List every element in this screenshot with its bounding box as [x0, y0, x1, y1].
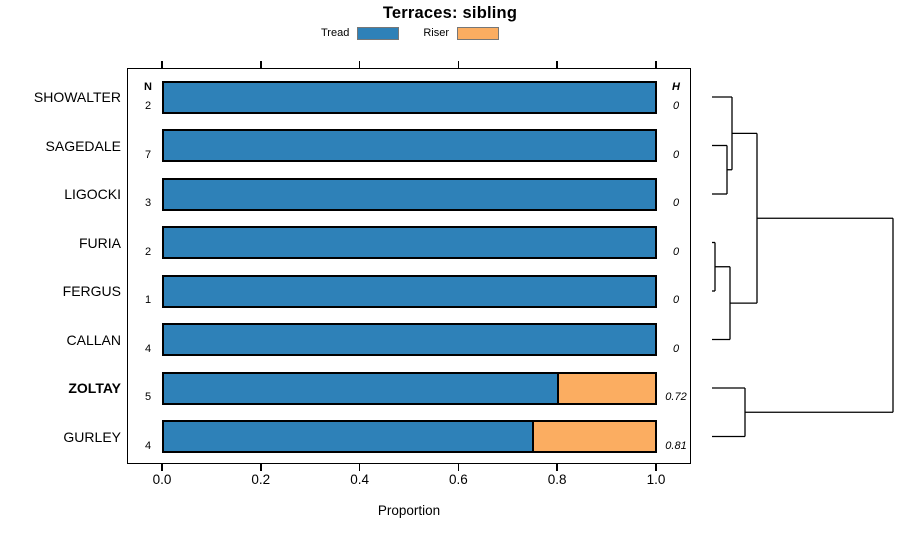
chart-legend: Tread Riser: [0, 25, 820, 41]
bar: [162, 274, 657, 308]
bar-tread-segment: [164, 276, 655, 306]
n-value: 3: [144, 197, 152, 209]
legend-label-tread: Tread: [321, 27, 350, 39]
h-value: 0: [672, 197, 680, 209]
bar: [162, 226, 657, 259]
x-tick-label: 0.0: [152, 472, 172, 487]
x-tick-top: [161, 61, 163, 68]
legend-item-riser: Riser: [423, 26, 499, 40]
x-tick-top: [358, 61, 361, 68]
x-tick-top: [556, 61, 558, 68]
h-value: 0: [672, 342, 680, 355]
x-tick-top: [457, 61, 460, 68]
x-axis-label: Proportion: [377, 503, 441, 518]
h-column-header: H: [672, 81, 680, 93]
n-value: 2: [144, 100, 152, 112]
category-label: SAGEDALE: [45, 137, 121, 154]
category-label: CALLAN: [66, 331, 121, 348]
legend-swatch-riser: [457, 26, 499, 40]
bar-tread-segment: [164, 131, 655, 160]
category-label: FERGUS: [62, 283, 121, 299]
h-value: 0: [672, 294, 680, 306]
bar: [162, 177, 657, 211]
bar: [162, 323, 657, 356]
n-column-header: N: [144, 81, 152, 93]
n-value: 1: [144, 294, 152, 306]
bar: [162, 129, 657, 162]
x-tick-bottom: [457, 464, 460, 471]
x-tick-top: [260, 61, 262, 68]
n-value: 4: [144, 342, 152, 355]
h-value: 0.72: [665, 391, 687, 403]
category-label: ZOLTAY: [68, 380, 121, 396]
bar-riser-segment: [556, 373, 655, 403]
n-value: 5: [144, 391, 152, 403]
legend-label-riser: Riser: [423, 27, 449, 39]
category-label: SHOWALTER: [33, 89, 121, 105]
x-tick-bottom: [358, 464, 361, 471]
h-value: 0: [672, 100, 680, 112]
x-tick-label: 0.6: [449, 472, 468, 487]
chart-title: Terraces: sibling: [382, 4, 518, 22]
x-tick-label: 0.2: [251, 472, 271, 487]
n-value: 4: [144, 439, 152, 452]
category-label: LIGOCKI: [64, 186, 121, 202]
x-tick-label: 0.4: [350, 472, 369, 487]
bar-tread-segment: [164, 228, 655, 257]
h-value: 0.81: [665, 439, 687, 452]
h-value: 0: [672, 245, 680, 258]
bar-riser-segment: [532, 422, 655, 451]
bar-tread-segment: [164, 325, 655, 354]
n-value: 2: [144, 245, 152, 258]
x-tick-top: [655, 61, 657, 68]
x-tick-bottom: [260, 464, 262, 471]
bar-tread-segment: [164, 373, 557, 403]
category-label: FURIA: [79, 234, 121, 251]
x-tick-bottom: [556, 464, 558, 471]
legend-swatch-tread: [357, 26, 400, 40]
bar-tread-segment: [164, 179, 655, 209]
bar: [162, 371, 657, 405]
h-value: 0: [672, 148, 680, 161]
x-tick-bottom: [655, 464, 657, 471]
legend-item-tread: Tread: [321, 26, 400, 40]
bar-tread-segment: [164, 82, 655, 112]
category-label: GURLEY: [63, 428, 121, 445]
bar-tread-segment: [164, 422, 533, 451]
x-tick-label: 0.8: [547, 472, 567, 487]
n-value: 7: [144, 148, 152, 161]
bar: [162, 420, 657, 453]
x-tick-label: 1.0: [646, 472, 666, 487]
x-tick-bottom: [161, 464, 163, 471]
bar: [162, 80, 657, 114]
